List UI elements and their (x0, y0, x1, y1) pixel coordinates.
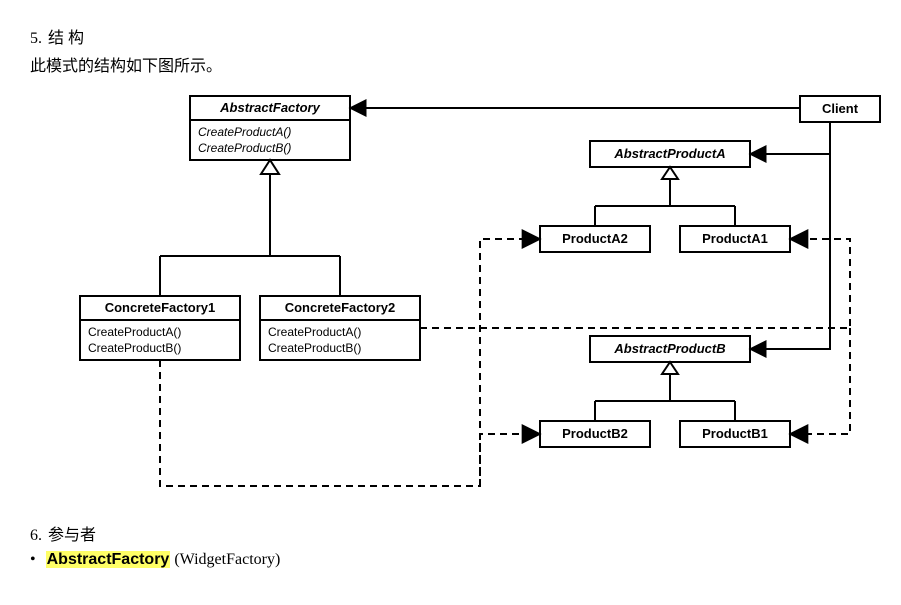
svg-text:CreateProductA(): CreateProductA() (88, 325, 181, 339)
class-AbstractProductB: AbstractProductB (590, 336, 750, 362)
participant-1-name: AbstractFactory (46, 551, 171, 568)
svg-text:CreateProductB(): CreateProductB() (198, 141, 291, 155)
svg-text:CreateProductA(): CreateProductA() (198, 125, 291, 139)
svg-text:ProductB2: ProductB2 (562, 426, 628, 441)
svg-text:AbstractProductA: AbstractProductA (613, 146, 725, 161)
inherit-triangle-icon (662, 362, 678, 374)
svg-text:CreateProductA(): CreateProductA() (268, 325, 361, 339)
section-6-title: 参与者 (48, 527, 96, 544)
class-ProductB1: ProductB1 (680, 421, 790, 447)
class-AbstractFactory: AbstractFactory CreateProductA() CreatePro… (190, 96, 350, 160)
uml-class-diagram: AbstractFactory CreateProductA() CreatePro… (60, 86, 900, 496)
section-5-num: 5. (30, 30, 42, 47)
dep-CF2→ProductB1 (790, 328, 850, 434)
section-6-heading: 6. 参与者 (30, 521, 871, 545)
class-Client: Client (800, 96, 880, 122)
dep-CF1→ProductB2 (480, 434, 540, 486)
class-ProductB2: ProductB2 (540, 421, 650, 447)
inherit-triangle-icon (662, 167, 678, 179)
svg-text:ProductB1: ProductB1 (702, 426, 768, 441)
assoc-Client→AbstractProductA (750, 122, 830, 154)
section-6-num: 6. (30, 527, 42, 544)
inherit-triangle-icon (261, 160, 279, 174)
class-AbstractProductA: AbstractProductA (590, 141, 750, 167)
svg-text:ProductA1: ProductA1 (702, 231, 768, 246)
svg-text:AbstractProductB: AbstractProductB (613, 341, 725, 356)
svg-text:CreateProductB(): CreateProductB() (268, 341, 361, 355)
class-ConcreteFactory2: ConcreteFactory2 CreateProductA() CreatePr… (260, 296, 420, 360)
bullet-dot-icon: • (30, 551, 36, 568)
participant-bullet-1: • AbstractFactory (WidgetFactory) (30, 551, 871, 569)
svg-text:ConcreteFactory1: ConcreteFactory1 (105, 300, 216, 315)
uml-diagram-container: AbstractFactory CreateProductA() CreatePro… (60, 86, 900, 501)
class-ConcreteFactory1: ConcreteFactory1 CreateProductA() CreatePr… (80, 296, 240, 360)
dep-CF1→ProductA2 (160, 239, 540, 486)
class-ProductA2: ProductA2 (540, 226, 650, 252)
svg-text:CreateProductB(): CreateProductB() (88, 341, 181, 355)
svg-text:AbstractFactory: AbstractFactory (219, 100, 320, 115)
svg-text:ProductA2: ProductA2 (562, 231, 628, 246)
section-5-heading: 5. 结 构 (30, 24, 871, 48)
svg-text:Client: Client (822, 101, 859, 116)
section-5-caption: 此模式的结构如下图所示。 (30, 52, 871, 76)
class-ProductA1: ProductA1 (680, 226, 790, 252)
participant-1-example: (WidgetFactory) (174, 551, 280, 568)
svg-text:ConcreteFactory2: ConcreteFactory2 (285, 300, 396, 315)
section-5-title: 结 构 (48, 30, 84, 47)
